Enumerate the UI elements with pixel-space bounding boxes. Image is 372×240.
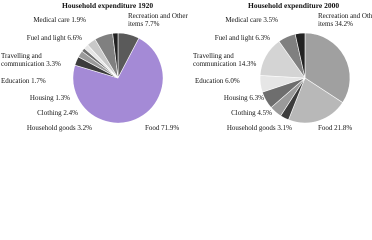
value-label: 6.3%	[249, 94, 264, 102]
slice-label: Fuel and light 6.6%	[2, 34, 82, 42]
value-label: 6.0%	[225, 77, 240, 85]
value-label: 3.2%	[77, 124, 92, 132]
slice-label: Medical care 1.9%	[6, 16, 86, 24]
category-label: Housing	[223, 94, 248, 102]
slice-label: Travelling and communication 14.3%	[193, 52, 278, 68]
slice-label: Clothing 4.5%	[202, 109, 272, 117]
pie-slice	[288, 77, 344, 124]
category-label: Fuel and light	[26, 34, 66, 42]
slice-label: Household goods 3.1%	[202, 124, 292, 132]
value-label: 21.8%	[334, 124, 353, 132]
value-label: 14.3%	[238, 60, 257, 68]
value-label: 4.5%	[257, 109, 272, 117]
category-label: Food	[318, 124, 333, 132]
slice-label: Housing 6.3%	[204, 94, 264, 102]
value-label: 7.7%	[144, 20, 160, 28]
category-label: Travelling and communication	[1, 52, 45, 68]
slice-label: Recreation and Other items 7.7%	[128, 12, 198, 28]
category-label: Education	[195, 77, 224, 85]
pie-slice	[294, 32, 306, 79]
slice-label: Food 21.8%	[318, 124, 372, 132]
pie-slice	[112, 32, 119, 79]
slice-label: Recreation and Other items 34.2%	[318, 12, 372, 28]
value-label: 1.7%	[31, 77, 46, 85]
value-label: 71.9%	[161, 124, 180, 132]
page: Household expenditure 1920 Recreation and…	[1, 1, 372, 132]
category-label: Medical care	[33, 16, 70, 24]
pie-slice	[72, 37, 164, 124]
category-label: Clothing	[231, 109, 256, 117]
slice-label: Education 6.0%	[195, 77, 255, 85]
category-label: Food	[145, 124, 160, 132]
chart	[72, 32, 351, 124]
value-label: 6.6%	[67, 34, 82, 42]
chart-title: Household expenditure 1920	[62, 1, 154, 10]
slice-label: Medical care 3.5%	[198, 16, 278, 24]
value-label: 3.3%	[46, 60, 61, 68]
category-label: Fuel and light	[214, 34, 254, 42]
slice-label: Household goods 3.2%	[2, 124, 92, 132]
category-label: Clothing	[37, 109, 62, 117]
slice-label: Fuel and light 6.3%	[190, 34, 270, 42]
category-label: Recreation and Other items	[128, 12, 188, 28]
slice-label: Travelling and communication 3.3%	[1, 52, 81, 68]
value-label: 3.5%	[263, 16, 278, 24]
value-label: 3.1%	[277, 124, 292, 132]
category-label: Travelling and communication	[193, 52, 237, 68]
chart-title: Household expenditure 2000	[248, 1, 340, 10]
value-label: 1.9%	[71, 16, 86, 24]
slice-label: Food 71.9%	[145, 124, 205, 132]
category-label: Medical care	[225, 16, 262, 24]
slice-label: Clothing 2.4%	[8, 109, 78, 117]
slice-label: Education 1.7%	[1, 77, 61, 85]
category-label: Education	[1, 77, 30, 85]
slice-label: Housing 1.3%	[10, 94, 70, 102]
category-label: Household goods	[226, 124, 276, 132]
category-label: Recreation and Other items	[318, 12, 372, 28]
value-label: 34.2%	[334, 20, 354, 28]
category-label: Household goods	[26, 124, 76, 132]
value-label: 6.3%	[255, 34, 270, 42]
value-label: 2.4%	[63, 109, 78, 117]
value-label: 1.3%	[55, 94, 70, 102]
category-label: Housing	[29, 94, 54, 102]
